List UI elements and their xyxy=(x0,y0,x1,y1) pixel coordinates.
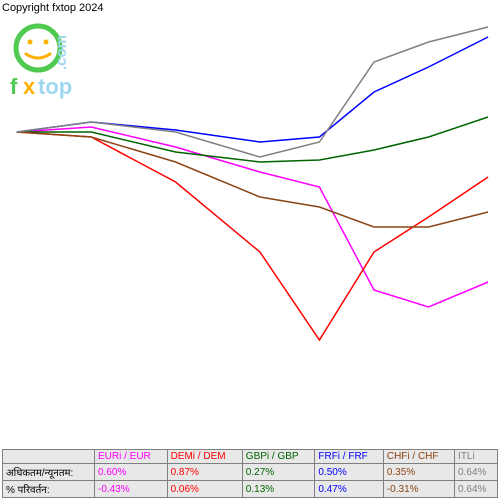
legend-pct: 0.06% xyxy=(167,481,242,498)
line-chart xyxy=(2,2,498,452)
legend-pct: 0.64% xyxy=(455,481,498,498)
legend-table: EURi / EURDEMi / DEMGBPi / GBPFRFi / FRF… xyxy=(2,449,498,498)
legend-label: EURi / EUR xyxy=(95,450,168,464)
legend-maxmin: 0.50% xyxy=(315,464,383,481)
row-header-blank xyxy=(3,450,95,464)
legend-maxmin: 0.64% xyxy=(455,464,498,481)
legend-label: GBPi / GBP xyxy=(242,450,315,464)
legend-pct: 0.47% xyxy=(315,481,383,498)
legend-pct: -0.31% xyxy=(383,481,454,498)
legend-maxmin: 0.35% xyxy=(383,464,454,481)
legend-pct: 0.13% xyxy=(242,481,315,498)
row-header-maxmin: अधिकतम/न्यूनतम: xyxy=(3,464,95,481)
legend-pct: -0.43% xyxy=(95,481,168,498)
legend-label: DEMi / DEM xyxy=(167,450,242,464)
legend-label: CHFi / CHF xyxy=(383,450,454,464)
legend-maxmin: 0.60% xyxy=(95,464,168,481)
row-header-pct: % परिवर्तन: xyxy=(3,481,95,498)
legend-maxmin: 0.27% xyxy=(242,464,315,481)
legend-label: ITLi xyxy=(455,450,498,464)
legend-maxmin: 0.87% xyxy=(167,464,242,481)
legend-label: FRFi / FRF xyxy=(315,450,383,464)
